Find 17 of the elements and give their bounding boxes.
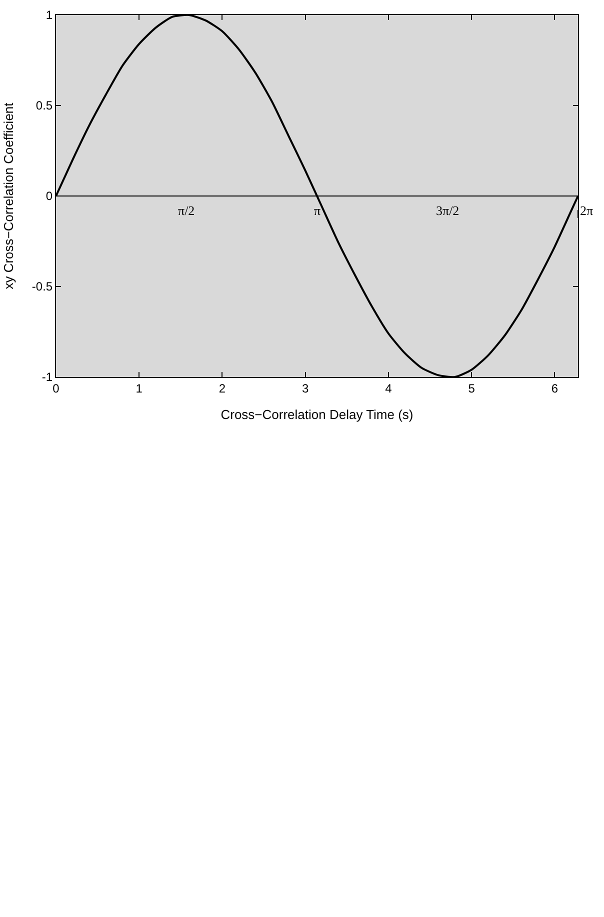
y-tick-label: 0.5: [36, 98, 53, 113]
y-tick-label: -0.5: [32, 280, 53, 294]
annotation: 3π/2: [436, 203, 460, 218]
annotation: π: [314, 203, 321, 218]
x-axis-title: Cross−Correlation Delay Time (s): [220, 407, 414, 422]
x-tick-label: 6: [551, 381, 558, 396]
x-tick-label: 4: [385, 381, 392, 396]
x-tick-label: 3: [302, 381, 310, 396]
annotation: π/2: [178, 203, 195, 218]
annotation: 2π: [580, 203, 594, 218]
x-tick-label: 2: [218, 381, 226, 396]
y-tick-label: 0: [46, 189, 53, 204]
y-axis-title: xy Cross−Correlation Coefficient: [0, 102, 16, 290]
y-tick-label: -1: [42, 370, 53, 384]
y-tick-label: 1: [46, 8, 53, 22]
x-tick-label: 5: [468, 381, 476, 396]
x-tick-label: 1: [136, 381, 143, 396]
